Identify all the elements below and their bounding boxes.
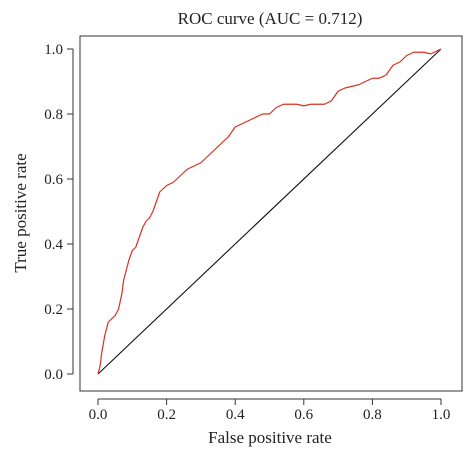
x-axis-label: False positive rate xyxy=(208,428,332,447)
y-axis: 0.0 0.2 0.4 0.6 0.8 1.0 xyxy=(44,42,74,383)
y-tick-label: 0.6 xyxy=(44,172,63,188)
y-tick-label: 0.4 xyxy=(44,237,63,253)
x-tick-label: 1.0 xyxy=(432,407,451,423)
x-tick-label: 0.2 xyxy=(157,407,176,423)
chart-title: ROC curve (AUC = 0.712) xyxy=(178,9,363,28)
y-tick-label: 0.8 xyxy=(44,107,63,123)
y-tick-label: 0.0 xyxy=(44,367,63,383)
roc-curve xyxy=(97,48,442,375)
y-tick-label: 1.0 xyxy=(44,42,63,58)
x-tick-label: 0.8 xyxy=(363,407,382,423)
reference-diagonal xyxy=(97,48,442,375)
y-tick-label: 0.2 xyxy=(44,302,63,318)
plot-box xyxy=(79,35,463,392)
x-tick-label: 0.4 xyxy=(226,407,245,423)
x-tick-label: 0.6 xyxy=(294,407,313,423)
x-tick-label: 0.0 xyxy=(89,407,108,423)
x-axis: 0.0 0.2 0.4 0.6 0.8 1.0 xyxy=(89,398,451,423)
y-axis-label: True positive rate xyxy=(11,153,30,272)
